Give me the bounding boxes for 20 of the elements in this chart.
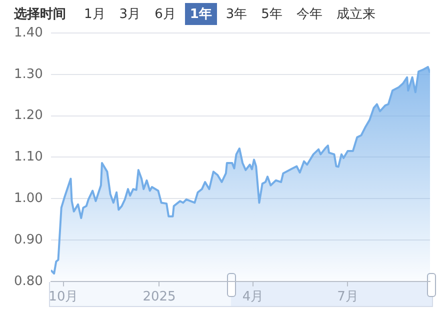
text: 1月 (83, 6, 106, 24)
x-tick-label: 2025 (142, 290, 176, 305)
y-tick-label: 1.20 (14, 108, 43, 124)
text: 今年 (295, 6, 324, 24)
text: 成立来 (335, 6, 376, 24)
y-tick-label: 0.90 (14, 232, 43, 248)
y-tick-label: 1.40 (14, 25, 43, 40)
y-tick-label: 1.00 (14, 190, 43, 206)
x-tick-label: 4月 (242, 290, 264, 305)
x-tick-label: 7月 (337, 290, 358, 305)
y-tick-label: 0.80 (14, 274, 43, 289)
y-tick-label: 1.10 (14, 150, 43, 165)
text: 6月 (154, 6, 177, 24)
text: 5年 (260, 6, 284, 24)
text: 3月 (118, 6, 142, 24)
y-tick-label: 1.30 (14, 66, 43, 82)
text: 3年 (224, 6, 248, 24)
text: 选择时间 (13, 6, 67, 24)
text: 1年 (184, 3, 217, 25)
x-tick-label: 10月 (48, 290, 78, 305)
